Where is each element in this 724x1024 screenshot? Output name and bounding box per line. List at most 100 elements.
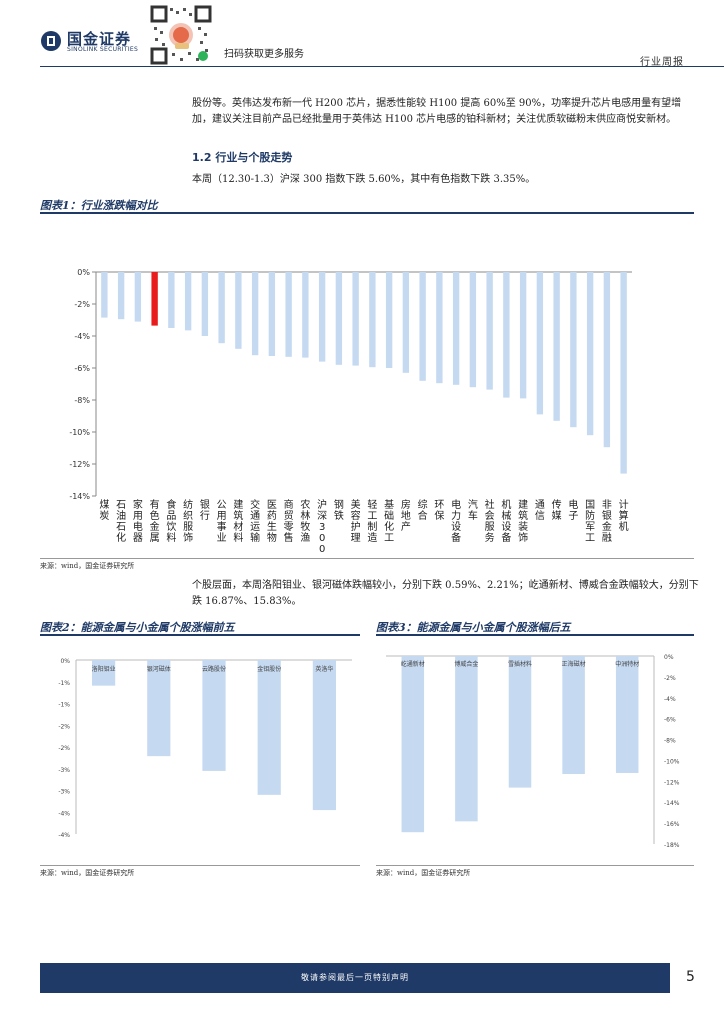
- figure2-title: 图表2：能源金属与小金属个股涨幅前五: [40, 621, 235, 634]
- top5-stocks-chart: 0% -1% -1% -2% -2% -3% -3% -4% -4% 洛阳钼业 银河磁体 云路股份 金钼…: [58, 658, 352, 839]
- x-label-31: 非银金融: [602, 499, 612, 544]
- bar-18: [385, 272, 393, 368]
- y-tick-label: -16%: [664, 821, 680, 828]
- qr-code-icon: [150, 5, 212, 65]
- x-label-3: 雪插材料: [508, 660, 532, 668]
- y-tick-label: -2%: [58, 745, 70, 752]
- sinolink-logo-icon: [41, 31, 61, 51]
- industry-change-chart: 0% -2% -4% -6% -8% -10% -12% -14% 煤炭石油石化家用电器有色金属…: [69, 268, 632, 555]
- bar-3: [134, 272, 142, 322]
- page-number: 5: [686, 969, 695, 985]
- bar-17: [369, 272, 376, 368]
- x-label-13: 农林牧渔: [300, 498, 310, 544]
- bar-26: [519, 272, 527, 399]
- bar-1: [101, 272, 108, 318]
- y-tick-label: -2%: [664, 675, 676, 682]
- x-label-24: 社会服务: [485, 498, 495, 544]
- x-label-2: 博威合金: [454, 660, 478, 668]
- y-tick-label: -1%: [58, 680, 70, 687]
- figure3-source: 来源：wind，国金证券研究所: [376, 869, 471, 877]
- x-label-20: 综合: [418, 498, 428, 522]
- figure1-source-divider: [40, 558, 694, 559]
- bar-10: [251, 272, 259, 356]
- y-tick-label: -4%: [74, 332, 90, 341]
- x-label-21: 环保: [434, 500, 444, 522]
- y-tick-label: -18%: [664, 842, 680, 849]
- figure1-source: 来源：wind，国金证券研究所: [40, 562, 135, 570]
- x-label-19: 房地产: [401, 498, 411, 533]
- bar-20: [419, 272, 426, 381]
- paragraph-index-summary: 本周（12.30-1.3）沪深 300 指数下跌 5.60%，其中有色指数下跌 …: [192, 174, 536, 185]
- y-tick-label: 0%: [77, 268, 90, 277]
- y-tick-label: -12%: [69, 460, 90, 469]
- y-tick-label: -2%: [58, 723, 70, 730]
- figure3-divider: [376, 634, 694, 636]
- figure2-source: 来源：wind，国金证券研究所: [40, 869, 135, 877]
- header-divider: [40, 66, 724, 67]
- y-tick-label: -10%: [69, 428, 90, 437]
- x-label-8: 公用事业: [217, 500, 227, 544]
- figure3-source-divider: [376, 865, 694, 866]
- logo-name-en: SINOLINK SECURITIES: [67, 46, 139, 53]
- bar-3: [508, 656, 532, 788]
- logo-name-cn: 国金证券: [67, 30, 132, 48]
- bar-4: [151, 272, 158, 326]
- x-label-12: 商贸零售: [284, 498, 294, 544]
- footer-bar: [40, 963, 670, 993]
- y-tick-label: -6%: [74, 364, 90, 373]
- bar-19: [402, 272, 410, 373]
- bar-30: [586, 272, 594, 436]
- x-label-14: 沪深 3 0 0: [317, 498, 327, 555]
- y-tick-label: -3%: [58, 789, 70, 796]
- y-tick-label: -1%: [58, 702, 70, 709]
- x-label-23: 汽车: [468, 498, 478, 522]
- bar-4: [562, 656, 585, 775]
- figure1-title: 图表1：行业涨跌幅对比: [40, 199, 158, 212]
- x-label-6: 纺织服饰: [183, 498, 193, 544]
- x-label-28: 传媒: [552, 499, 562, 522]
- bar-31: [603, 272, 611, 448]
- figure1-divider: [40, 212, 694, 214]
- bar-28: [553, 272, 560, 421]
- y-tick-label: -6%: [664, 717, 676, 724]
- bar-2: [147, 660, 171, 757]
- bar-16: [352, 272, 359, 366]
- bar-13: [302, 272, 309, 358]
- bar-2: [117, 272, 125, 320]
- figure2-source-divider: [40, 865, 360, 866]
- x-label-18: 基础化工: [384, 498, 394, 544]
- x-label-1: 洛阳钼业: [92, 665, 116, 673]
- bar-6: [184, 272, 192, 331]
- bar-12: [285, 272, 292, 357]
- y-tick-label: -4%: [58, 810, 70, 817]
- bar-22: [452, 272, 460, 385]
- x-label-7: 银行: [200, 498, 210, 522]
- bar-5: [615, 656, 639, 773]
- y-tick-label: -3%: [58, 767, 70, 774]
- y-tick-label: -14%: [664, 800, 680, 807]
- bar-5: [312, 660, 336, 811]
- y-tick-label: -12%: [664, 779, 680, 786]
- x-label-10: 交通运输: [250, 498, 260, 544]
- bar-29: [570, 272, 577, 428]
- x-label-11: 医药生物: [267, 499, 277, 544]
- paragraph-stocks: 个股层面，本周洛阳钼业、银河磁体跌幅较小，分别下跌 0.59%、2.21%；屹通…: [192, 580, 699, 607]
- bar-25: [503, 272, 510, 398]
- x-label-29: 电子: [568, 498, 578, 522]
- x-label-26: 建筑装饰: [518, 498, 528, 544]
- y-tick-label: -8%: [74, 396, 90, 405]
- bar-32: [620, 272, 627, 474]
- figure3-title: 图表3：能源金属与小金属个股涨幅后五: [376, 621, 571, 634]
- bar-23: [469, 272, 477, 388]
- paragraph-intro: 股份等。英伟达发布新一代 H200 芯片，据悉性能较 H100 提高 60%至 …: [192, 98, 682, 125]
- x-label-5: 食品饮料: [166, 498, 176, 544]
- y-tick-label: -4%: [58, 832, 70, 839]
- y-tick-label: -4%: [664, 696, 676, 703]
- bar-15: [335, 272, 343, 365]
- y-tick-label: 0%: [60, 658, 70, 665]
- figure2-divider: [40, 634, 360, 636]
- bar-24: [486, 272, 493, 390]
- bar-1: [401, 656, 425, 833]
- y-tick-label: -10%: [664, 758, 680, 765]
- x-label-16: 美容护理: [351, 498, 361, 544]
